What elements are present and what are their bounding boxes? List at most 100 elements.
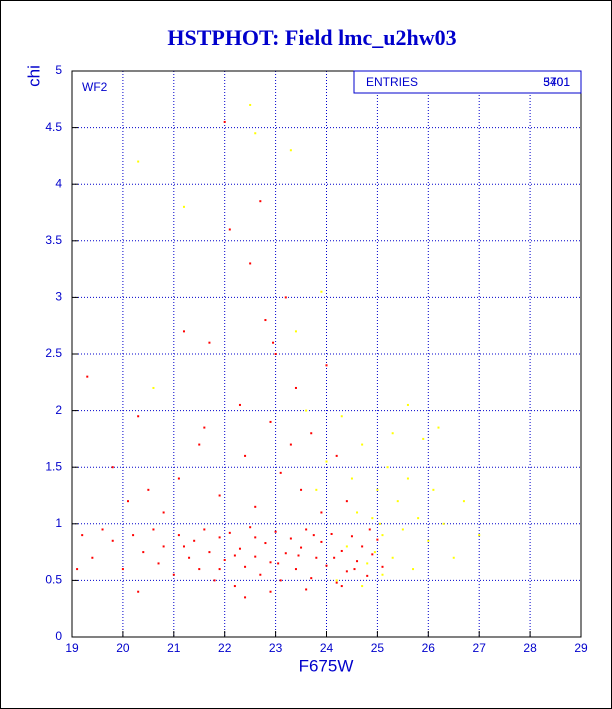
point	[371, 553, 374, 556]
point	[396, 500, 399, 503]
point	[233, 554, 236, 557]
point	[233, 585, 236, 588]
point	[81, 534, 84, 537]
point	[442, 522, 445, 525]
point	[177, 477, 180, 480]
point	[325, 564, 328, 567]
point	[137, 590, 140, 593]
point	[254, 536, 257, 539]
point	[340, 585, 343, 588]
point	[294, 568, 297, 571]
point	[376, 488, 379, 491]
point	[152, 528, 155, 531]
point	[305, 588, 308, 591]
point	[284, 296, 287, 299]
point	[86, 375, 89, 378]
point	[305, 528, 308, 531]
point	[101, 528, 104, 531]
point	[406, 403, 409, 406]
point	[259, 200, 262, 203]
point	[254, 505, 257, 508]
point	[371, 517, 374, 520]
point	[406, 477, 409, 480]
point	[330, 532, 333, 535]
point	[350, 535, 353, 538]
point	[172, 573, 175, 576]
point	[417, 517, 420, 520]
point	[228, 228, 231, 231]
point	[427, 539, 430, 542]
point	[381, 534, 384, 537]
point	[300, 488, 303, 491]
point	[218, 494, 221, 497]
point	[315, 488, 318, 491]
point	[152, 386, 155, 389]
point	[269, 420, 272, 423]
point	[294, 330, 297, 333]
point	[137, 415, 140, 418]
point	[274, 353, 277, 355]
point	[254, 555, 257, 558]
point	[312, 534, 315, 537]
y-tick-label: 3.5	[45, 233, 62, 247]
point	[478, 534, 481, 537]
point	[208, 341, 211, 344]
point	[320, 540, 323, 543]
point	[137, 160, 140, 163]
point	[310, 577, 313, 580]
y-tick-label: 0	[55, 629, 62, 643]
point	[162, 511, 165, 514]
point	[111, 466, 114, 469]
point	[345, 500, 348, 503]
point	[376, 538, 379, 541]
point	[345, 545, 348, 548]
point	[279, 579, 282, 582]
point	[391, 556, 394, 559]
point	[244, 565, 247, 568]
point	[412, 568, 415, 571]
x-tick-label: 26	[422, 641, 436, 655]
point	[238, 403, 241, 406]
point	[223, 120, 226, 123]
point	[432, 488, 435, 491]
point	[401, 528, 404, 531]
point	[264, 319, 267, 322]
point	[373, 551, 376, 554]
point	[353, 568, 356, 571]
point	[386, 466, 389, 469]
point	[147, 488, 150, 491]
x-tick-label: 27	[473, 641, 487, 655]
stats-label: ENTRIES	[366, 75, 418, 89]
point	[177, 534, 180, 537]
point	[320, 511, 323, 514]
point	[350, 477, 353, 480]
point	[315, 556, 318, 559]
point	[356, 560, 359, 563]
point	[182, 545, 185, 548]
point	[335, 579, 338, 582]
point	[422, 437, 425, 440]
x-tick-label: 28	[523, 641, 537, 655]
x-tick-label: 29	[574, 641, 588, 655]
point	[381, 573, 384, 576]
point	[381, 565, 384, 568]
x-tick-label: 22	[218, 641, 232, 655]
chart-title: HSTPHOT: Field lmc_u2hw03	[167, 25, 456, 50]
point	[111, 539, 114, 542]
point	[356, 511, 359, 514]
point	[378, 522, 381, 525]
point	[366, 562, 369, 565]
point	[320, 290, 323, 293]
point	[188, 556, 191, 559]
annotation: WF2	[82, 80, 108, 94]
point	[462, 500, 465, 503]
point	[345, 570, 348, 573]
plot-frame	[71, 70, 582, 638]
x-tick-label: 25	[371, 641, 385, 655]
point	[391, 432, 394, 435]
point	[249, 103, 252, 106]
y-tick-label: 0.5	[45, 573, 62, 587]
point	[254, 132, 257, 135]
point	[249, 526, 252, 529]
